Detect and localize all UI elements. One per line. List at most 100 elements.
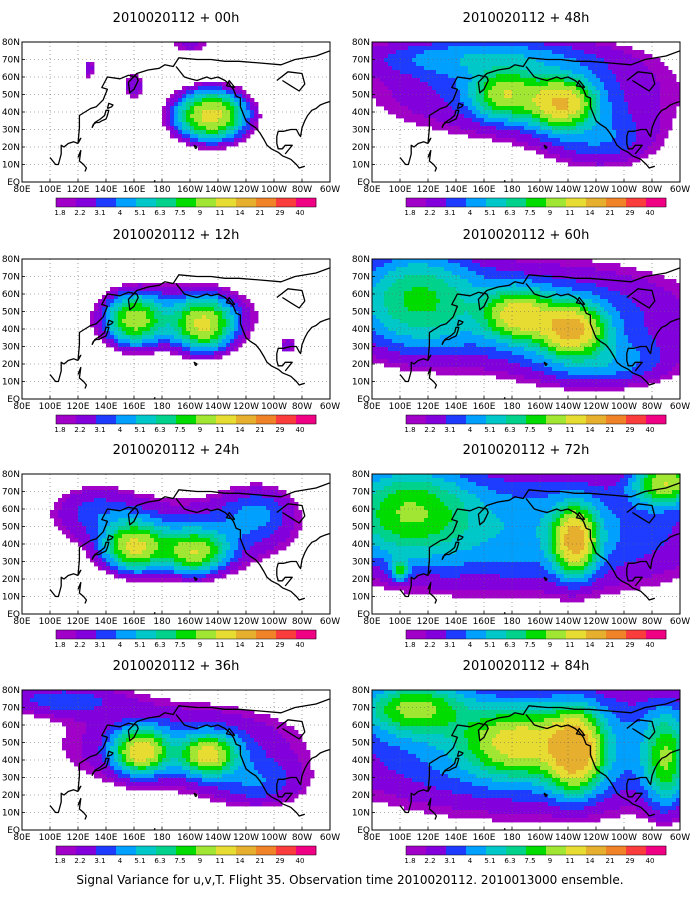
coastlines <box>399 698 680 830</box>
colorbar-label: 7.5 <box>174 641 185 649</box>
lat-lon-grid <box>22 690 330 830</box>
colorbar-label: 1.8 <box>54 641 65 649</box>
lon-tick-label: 60W <box>320 833 340 843</box>
lat-tick-label: 60N <box>2 73 20 83</box>
lon-tick-label: 120E <box>417 833 440 843</box>
colorbar-label: 29 <box>626 857 635 865</box>
colorbar-swatch <box>176 846 197 855</box>
colorbar-swatch <box>96 846 117 855</box>
lat-tick-label: 60N <box>352 73 370 83</box>
lat-tick-label: 20N <box>352 143 370 153</box>
colorbar-label: 21 <box>606 209 615 217</box>
panel-title: 2010020112 + 84h <box>463 659 590 674</box>
colorbar-swatch <box>506 415 527 424</box>
lat-tick-label: 30N <box>352 558 370 568</box>
lat-tick-label: 70N <box>2 273 20 283</box>
colorbar-label: 2.2 <box>74 641 85 649</box>
colorbar-label: 9 <box>198 641 202 649</box>
colorbar-label: 3.1 <box>444 209 455 217</box>
lat-tick-label: EQ <box>7 826 20 836</box>
colorbar-swatch <box>216 630 237 639</box>
lon-tick-label: 160E <box>123 833 146 843</box>
map-panel: 2010020112 + 72h 80E 100E 120E 140E 160E 180 16… <box>352 443 690 649</box>
lon-tick-label: 140E <box>95 617 118 627</box>
colorbar-label: 5.1 <box>484 426 495 434</box>
colorbar-swatch <box>466 846 487 855</box>
colorbar-swatch <box>216 415 237 424</box>
colorbar-swatch <box>136 198 157 207</box>
colorbar: 1.8 2.2 3.1 4 5.1 6.3 7.5 9 11 14 21 29 40 <box>54 629 317 649</box>
colorbar-label: 6.3 <box>154 857 165 865</box>
lon-tick-label: 80W <box>642 402 662 412</box>
lon-tick-label: 160E <box>123 402 146 412</box>
colorbar: 1.8 2.2 3.1 4 5.1 6.3 7.5 9 11 14 21 29 40 <box>404 629 667 649</box>
lon-tick-label: 160W <box>177 833 203 843</box>
lon-tick-label: 80W <box>292 833 312 843</box>
lon-tick-label: 160E <box>473 617 496 627</box>
lon-tick-label: 140W <box>555 617 581 627</box>
colorbar-swatch <box>566 630 587 639</box>
colorbar-label: 2.2 <box>74 209 85 217</box>
colorbar-swatch <box>406 198 427 207</box>
lat-tick-label: 80N <box>2 255 20 265</box>
lat-tick-label: 50N <box>2 308 20 318</box>
lat-tick-label: 30N <box>2 126 20 136</box>
lat-tick-label: 10N <box>2 378 20 388</box>
colorbar-label: 21 <box>256 641 265 649</box>
lat-lon-grid <box>22 42 330 182</box>
lon-tick-label: 140E <box>95 833 118 843</box>
variance-field <box>90 283 295 360</box>
lat-tick-label: 50N <box>2 739 20 749</box>
colorbar-swatch <box>296 846 317 855</box>
lon-tick-label: 80W <box>642 833 662 843</box>
colorbar-label: 40 <box>296 426 305 434</box>
colorbar-swatch <box>506 198 527 207</box>
colorbar-swatch <box>466 415 487 424</box>
colorbar-label: 6.3 <box>154 426 165 434</box>
colorbar-swatch <box>486 630 507 639</box>
colorbar-label: 1.8 <box>404 641 415 649</box>
colorbar-swatch <box>256 198 277 207</box>
colorbar-label: 4 <box>118 426 123 434</box>
colorbar-label: 29 <box>276 641 285 649</box>
lat-tick-label: 70N <box>352 704 370 714</box>
colorbar-swatch <box>466 630 487 639</box>
colorbar-swatch <box>606 415 627 424</box>
lon-tick-label: 100W <box>611 402 637 412</box>
colorbar-label: 14 <box>586 426 595 434</box>
lon-tick-label: 100W <box>611 833 637 843</box>
colorbar-label: 3.1 <box>94 426 105 434</box>
colorbar-swatch <box>446 415 467 424</box>
map-panel: 2010020112 + 36h 80E 100E 120E 140E 160E 180 16… <box>2 659 340 865</box>
colorbar-label: 40 <box>646 426 655 434</box>
colorbar-swatch <box>546 846 567 855</box>
colorbar-swatch <box>626 198 647 207</box>
colorbar-label: 21 <box>256 857 265 865</box>
lon-tick-label: 100E <box>389 833 412 843</box>
lon-tick-label: 120W <box>583 617 609 627</box>
lon-tick-label: 80E <box>13 617 30 627</box>
lon-tick-label: 120E <box>417 402 440 412</box>
colorbar-label: 9 <box>548 209 552 217</box>
colorbar-swatch <box>486 415 507 424</box>
lon-tick-label: 80E <box>13 185 30 195</box>
colorbar-swatch <box>626 630 647 639</box>
lat-tick-label: 30N <box>352 343 370 353</box>
lat-tick-label: EQ <box>357 178 370 188</box>
colorbar-swatch <box>526 198 547 207</box>
lon-tick-label: 80E <box>363 617 380 627</box>
colorbar-label: 9 <box>548 426 552 434</box>
lat-tick-label: 40N <box>352 756 370 766</box>
variance-field <box>86 42 263 151</box>
colorbar-label: 14 <box>236 641 245 649</box>
colorbar-swatch <box>426 415 447 424</box>
lon-tick-label: 160W <box>527 402 553 412</box>
map-panel: 2010020112 + 24h 80E 100E 120E 140E 160E 180 16… <box>2 443 340 649</box>
map-panel: 2010020112 + 84h 80E 100E 120E 140E 160E 180 16… <box>352 659 690 865</box>
colorbar-swatch <box>56 198 77 207</box>
colorbar-swatch <box>646 846 667 855</box>
colorbar-swatch <box>136 630 157 639</box>
lat-tick-label: EQ <box>7 178 20 188</box>
lon-tick-label: 120E <box>67 617 90 627</box>
